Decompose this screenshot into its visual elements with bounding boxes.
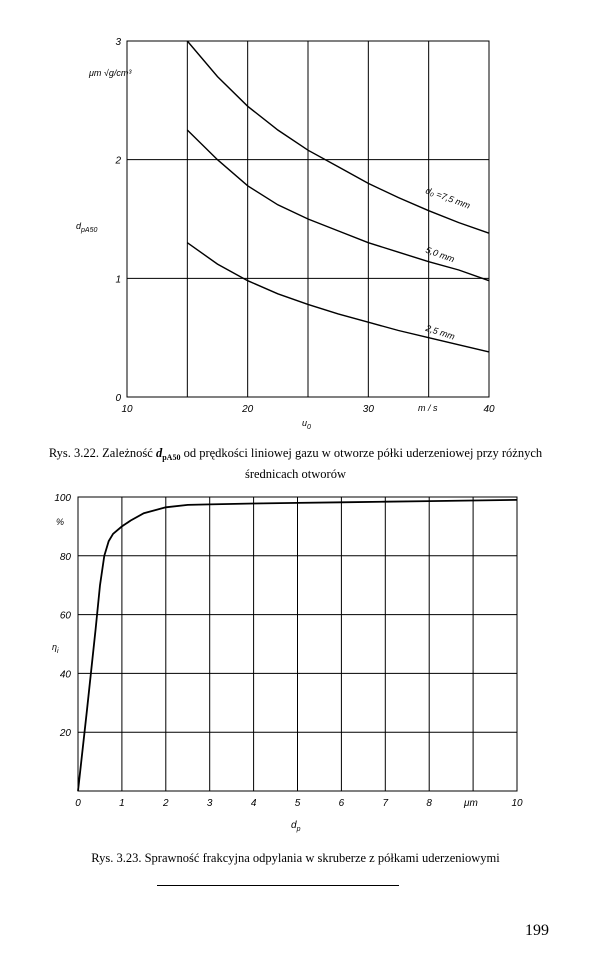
x-tick-label: 3 [207,798,213,809]
series-line [186,242,490,353]
figure-caption-3-23: Rys. 3.23. Sprawność frakcyjna odpylania… [91,851,500,865]
caption-line2: średnicach otworów [244,467,346,481]
caption-prefix: Rys. 3.22. Zależność [48,446,156,460]
y-tick-label: 1 [115,274,121,285]
series-line [186,40,490,234]
x-tick-label: 30 [363,404,375,415]
y-tick-label: 40 [60,669,72,680]
x-tick-label: 7 [383,798,389,809]
page-number: 199 [525,922,549,939]
x-tick-label: 1 [119,798,125,809]
footnote-rule [157,885,399,886]
x-axis-label: u0 [302,418,311,431]
x-tick-label: 2 [162,798,169,809]
y-tick-label: 60 [60,611,72,622]
x-axis-label: dp [291,820,301,833]
y-tick-label: 3 [115,37,121,48]
y-tick-label: 20 [59,728,72,739]
series-label: d₀ =7,5 mm [424,185,472,210]
figure-caption-3-22: Rys. 3.22. Zależność dpA50 od prędkości … [0,445,591,482]
y-tick-label: 80 [60,552,72,563]
chart-efficiency-vs-dp: 0 1 2 3 4 5 6 7 8 10 20 40 60 80 100% ηi μm dp [52,493,523,833]
y-unit-label: μm √g/cm³ [88,68,132,78]
series-line [186,129,490,282]
x-tick-label: 20 [241,404,254,415]
series-line [77,499,518,792]
x-tick-label: 10 [511,798,523,809]
caption-symbol-sub: pA50 [162,453,181,462]
x-tick-label: 0 [75,798,81,809]
x-tick-label: 8 [426,798,432,809]
caption-rest: od prędkości liniowej gazu w otworze pół… [180,446,543,460]
x-tick-label: 6 [339,798,345,809]
y-unit-label: % [56,517,64,527]
x-unit-label: m / s [418,403,438,413]
x-tick-label: 10 [121,404,133,415]
y-tick-label: 0 [115,393,121,404]
y-tick-label: 100 [54,493,71,504]
x-tick-label: 5 [295,798,301,809]
x-unit-label: μm [463,798,478,809]
caption-symbol: d [155,446,163,460]
y-axis-label: dpA50 [76,221,97,234]
y-tick-label: 2 [114,156,121,167]
x-tick-label: 40 [483,404,495,415]
x-tick-label: 4 [251,798,257,809]
y-axis-label: ηi [52,642,59,655]
